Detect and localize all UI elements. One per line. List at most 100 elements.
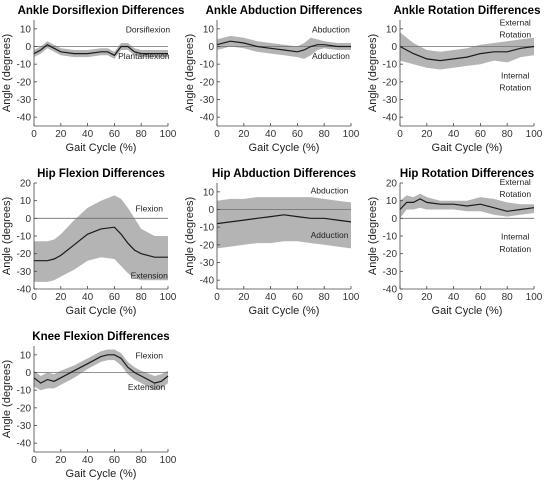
chart-title: Ankle Rotation Differences <box>394 5 541 17</box>
annotation-label: Dorsiflexion <box>126 24 171 34</box>
annotation-label: Rotation <box>499 244 531 254</box>
x-tick-label: 100 <box>160 292 177 303</box>
y-tick-label: 20 <box>386 179 398 190</box>
annotation-label: Plantarflexion <box>118 51 170 61</box>
annotation-label: Abduction <box>312 24 350 34</box>
mean-line <box>216 40 351 53</box>
y-tick-label: 0 <box>208 42 214 53</box>
mean-line <box>399 45 535 62</box>
chart-title: Ankle Dorsiflexion Differences <box>18 5 185 17</box>
annotation-label: Rotation <box>499 189 531 199</box>
mean-line <box>33 354 169 384</box>
y-tick-label: 0 <box>208 205 214 216</box>
annotation-label: Flexion <box>136 203 164 213</box>
y-tick-label: 0 <box>25 42 31 53</box>
chart-title: Hip Flexion Differences <box>37 168 165 180</box>
mean-line <box>33 43 168 57</box>
y-tick-label: -10 <box>17 232 32 243</box>
x-tick-label: 80 <box>319 292 331 303</box>
x-tick-label: 40 <box>265 292 277 303</box>
y-tick-label: -40 <box>200 276 215 287</box>
x-tick-label: 60 <box>292 292 304 303</box>
panel-knee-flexion: Knee Flexion Differences 0 20 40 60 80 100 -40-… <box>0 326 183 489</box>
x-tick-label: 20 <box>55 455 67 466</box>
x-tick-label: 20 <box>55 129 67 140</box>
x-tick-label: 20 <box>55 292 67 303</box>
annotation-label: Internal <box>501 70 529 80</box>
x-tick-label: 80 <box>502 129 514 140</box>
y-tick-label: 10 <box>203 24 215 35</box>
mean-line <box>399 198 535 212</box>
y-tick-label: -30 <box>200 258 215 269</box>
sd-band <box>34 349 168 391</box>
mean-line <box>216 214 352 225</box>
annotation-label: Extension <box>128 382 166 392</box>
y-tick-label: 10 <box>386 24 398 35</box>
y-tick-label: 10 <box>203 187 215 198</box>
x-tick-label: 40 <box>448 292 460 303</box>
x-tick-label: 40 <box>82 129 94 140</box>
y-tick-label: -20 <box>17 77 32 88</box>
x-tick-label: 60 <box>475 292 487 303</box>
y-tick-label: -10 <box>200 223 215 234</box>
x-axis-label: Gait Cycle (%) <box>249 142 320 154</box>
x-axis-label: Gait Cycle (%) <box>66 142 137 154</box>
y-axis-label: Angle (degrees) <box>367 34 379 112</box>
y-tick-label: -40 <box>383 113 398 124</box>
x-axis-label: Gait Cycle (%) <box>66 468 137 480</box>
y-tick-label: 10 <box>20 24 32 35</box>
y-axis-label: Angle (degrees) <box>367 197 379 275</box>
y-tick-label: -20 <box>383 77 398 88</box>
x-tick-label: 20 <box>421 129 433 140</box>
sd-band <box>34 41 168 59</box>
y-axis-label: Angle (degrees) <box>1 34 13 112</box>
y-tick-label: 20 <box>20 179 32 190</box>
panel-ankle-rotation: Ankle Rotation Differences 0 20 40 60 80 100 -4… <box>366 0 549 163</box>
y-tick-label: -10 <box>200 60 215 71</box>
chart-title: Ankle Abduction Differences <box>206 5 363 17</box>
x-tick-label: 100 <box>526 129 543 140</box>
y-tick-label: 0 <box>25 368 31 379</box>
chart-title: Knee Flexion Differences <box>32 331 169 343</box>
y-tick-label: -10 <box>17 60 32 71</box>
x-tick-label: 60 <box>475 129 487 140</box>
y-axis-label: Angle (degrees) <box>184 197 196 275</box>
y-tick-label: -10 <box>17 386 32 397</box>
y-axis-label: Angle (degrees) <box>184 34 196 112</box>
x-tick-label: 0 <box>214 129 220 140</box>
panel-ankle-abduction: Ankle Abduction Differences 0 20 40 60 80 100-… <box>183 0 366 163</box>
x-tick-label: 80 <box>136 129 148 140</box>
x-tick-label: 20 <box>238 292 250 303</box>
y-tick-label: -20 <box>200 77 215 88</box>
x-tick-label: 40 <box>448 129 460 140</box>
x-axis-label: Gait Cycle (%) <box>432 305 503 317</box>
x-tick-label: 60 <box>109 129 121 140</box>
y-tick-label: 10 <box>20 350 32 361</box>
annotation-label: Abduction <box>311 186 349 196</box>
mean-line <box>34 226 168 262</box>
x-tick-label: 20 <box>421 292 433 303</box>
y-tick-label: -30 <box>17 267 32 278</box>
y-tick-label: -10 <box>383 232 398 243</box>
panel-hip-rotation: Hip Rotation Differences 0 20 40 60 80 100 -40-… <box>366 163 549 326</box>
x-tick-label: 100 <box>160 455 177 466</box>
annotation-label: Internal <box>501 232 529 242</box>
x-tick-label: 100 <box>343 129 360 140</box>
y-tick-label: -40 <box>17 439 32 450</box>
y-tick-label: -40 <box>383 285 398 296</box>
x-tick-label: 80 <box>319 129 331 140</box>
y-tick-label: 0 <box>25 214 31 225</box>
annotation-label: Extension <box>131 270 169 280</box>
x-tick-label: 100 <box>526 292 543 303</box>
x-tick-label: 60 <box>109 455 121 466</box>
y-tick-label: 10 <box>20 196 32 207</box>
annotation-label: External <box>500 177 531 187</box>
y-tick-label: -10 <box>383 60 398 71</box>
chart-title: Hip Abduction Differences <box>212 168 356 180</box>
panel-hip-abduction: Hip Abduction Differences 0 20 40 60 80 100 -40… <box>183 163 366 326</box>
y-tick-label: -20 <box>383 249 398 260</box>
